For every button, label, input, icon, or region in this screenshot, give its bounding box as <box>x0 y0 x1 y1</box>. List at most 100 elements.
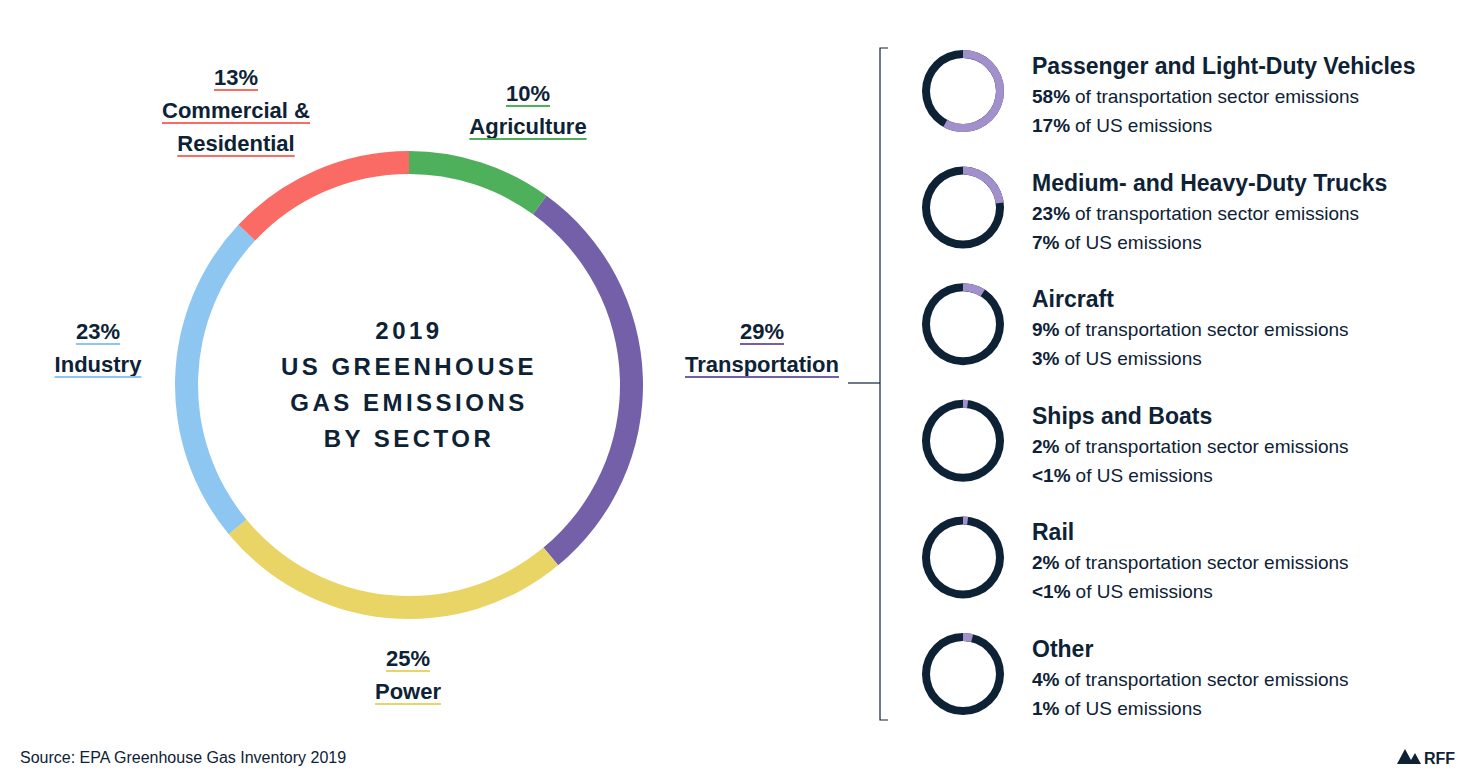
ring-track <box>922 167 1004 249</box>
caption: of transportation sector emissions <box>1075 86 1359 107</box>
category-label-line: Commercial & <box>162 98 310 123</box>
caption: of transportation sector emissions <box>1075 203 1359 224</box>
breakdown-name: Rail <box>1032 519 1074 545</box>
us-label: 17% <box>1032 115 1070 136</box>
breakdown-share-line: 58%of transportation sector emissions <box>1032 86 1359 107</box>
category-label: Transportation <box>685 352 839 377</box>
label-underline <box>76 343 120 345</box>
data-label: 10% <box>506 81 550 106</box>
label-underline <box>214 89 258 91</box>
category-label: Industry <box>55 352 143 377</box>
caption: of US emissions <box>1064 232 1201 253</box>
source: Source: EPA Greenhouse Gas Inventory 201… <box>20 749 346 766</box>
mini-donuts <box>922 50 1004 715</box>
us-label: 7% <box>1032 232 1060 253</box>
caption: of transportation sector emissions <box>1064 552 1348 573</box>
caption: of US emissions <box>1075 115 1212 136</box>
breakdown-name: Aircraft <box>1032 286 1114 312</box>
logo-icon <box>1397 749 1421 764</box>
label-underline <box>162 122 310 124</box>
category-label-line: Industry <box>55 352 143 377</box>
caption: of US emissions <box>1076 581 1213 602</box>
label-underline <box>685 376 839 378</box>
caption: of transportation sector emissions <box>1064 319 1348 340</box>
label-underline <box>386 670 430 672</box>
category-label-line: Residential <box>177 131 294 156</box>
data-label: 58% <box>1032 86 1070 107</box>
share-arc <box>963 400 968 408</box>
main-donut <box>175 151 643 619</box>
ring-track <box>922 633 1004 715</box>
ring-track <box>922 516 1004 598</box>
category-label: Commercial & Residential <box>162 98 310 156</box>
data-label: 23% <box>76 319 120 344</box>
us-label: <1% <box>1032 465 1071 486</box>
slice <box>409 151 547 214</box>
mini-donut <box>922 400 1004 482</box>
slice <box>533 196 643 566</box>
slice <box>175 225 255 534</box>
slice <box>229 519 558 619</box>
mini-donut <box>922 283 1004 365</box>
chart-title: 2019 <box>375 317 442 344</box>
caption: of US emissions <box>1064 348 1201 369</box>
data-label: 29% <box>740 319 784 344</box>
breakdown-share-line: 2%of transportation sector emissions <box>1032 552 1349 573</box>
mini-donut <box>922 633 1004 715</box>
label-underline <box>55 376 142 378</box>
ring-track <box>922 400 1004 482</box>
data-label: 23% <box>1032 203 1070 224</box>
share-arc <box>963 633 973 642</box>
us-label: 3% <box>1032 348 1060 369</box>
breakdown-us-line: 7%of US emissions <box>1032 232 1202 253</box>
share-arc <box>943 50 1004 132</box>
label-underline <box>469 138 586 140</box>
category-label-line: Agriculture <box>469 114 586 139</box>
breakdown-name: Ships and Boats <box>1032 403 1212 429</box>
slice <box>238 151 409 241</box>
breakdown-us-line: <1%of US emissions <box>1032 465 1213 486</box>
category-label-line: Transportation <box>685 352 839 377</box>
mini-donut <box>922 50 1004 132</box>
data-label: 25% <box>386 646 430 671</box>
breakdown-share-line: 9%of transportation sector emissions <box>1032 319 1349 340</box>
data-label: 2% <box>1032 436 1060 457</box>
share-arc <box>963 516 968 524</box>
bracket <box>880 48 888 720</box>
mini-donut <box>922 167 1004 249</box>
chart-title: GAS EMISSIONS <box>290 389 528 416</box>
ring-track <box>922 50 1004 132</box>
breakdown-us-line: 3%of US emissions <box>1032 348 1202 369</box>
data-label: 9% <box>1032 319 1060 340</box>
chart-title: BY SECTOR <box>324 425 495 452</box>
breakdown-us-line: 1%of US emissions <box>1032 698 1202 719</box>
breakdown-share-line: 4%of transportation sector emissions <box>1032 669 1349 690</box>
data-label: 13% <box>214 65 258 90</box>
breakdown-name: Passenger and Light-Duty Vehicles <box>1032 53 1415 79</box>
caption: of US emissions <box>1076 465 1213 486</box>
category-label: Power <box>375 679 441 704</box>
us-label: 1% <box>1032 698 1060 719</box>
label-underline <box>740 343 784 345</box>
breakdown-share-line: 2%of transportation sector emissions <box>1032 436 1349 457</box>
breakdown-share-line: 23%of transportation sector emissions <box>1032 203 1359 224</box>
share-arc <box>963 283 985 296</box>
breakdown-us-line: 17%of US emissions <box>1032 115 1212 136</box>
chart-title: US GREENHOUSE <box>281 353 537 380</box>
mini-donut <box>922 516 1004 598</box>
connector <box>848 382 880 383</box>
ring-track <box>922 283 1004 365</box>
label-underline <box>177 155 294 157</box>
breakdown-us-line: <1%of US emissions <box>1032 581 1213 602</box>
category-label: Agriculture <box>469 114 586 139</box>
label-underline <box>375 703 441 705</box>
data-label: 2% <box>1032 552 1060 573</box>
caption: of transportation sector emissions <box>1064 669 1348 690</box>
category-label-line: Power <box>375 679 441 704</box>
logo: RFF <box>1424 750 1455 767</box>
breakdown-name: Other <box>1032 636 1093 662</box>
data-label: 4% <box>1032 669 1060 690</box>
share-arc <box>963 167 1004 204</box>
chart-canvas: 2019 US GREENHOUSE GAS EMISSIONS BY SECTOR 1… <box>0 0 1480 781</box>
breakdown-name: Medium- and Heavy-Duty Trucks <box>1032 170 1387 196</box>
